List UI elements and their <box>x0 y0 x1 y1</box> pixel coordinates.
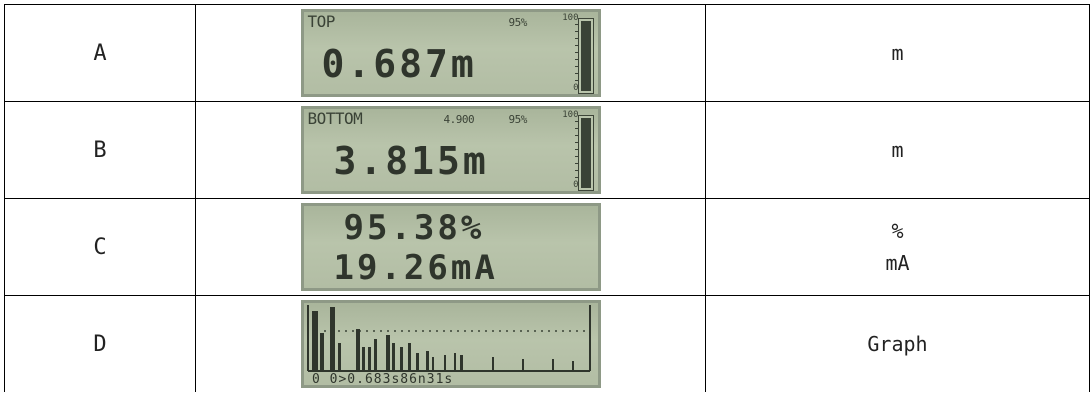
graph-peak <box>415 353 419 371</box>
graph-peak <box>311 311 318 371</box>
row-code: A <box>4 4 196 102</box>
lcd-screen-graph: 0 0>0.683s86n31s <box>300 300 601 388</box>
graph-peak <box>407 343 411 371</box>
graph-peak <box>361 347 365 371</box>
lcd-value: 0.687m <box>321 42 477 86</box>
lcd-cell: 95.38% 19.26mA <box>195 198 706 296</box>
graph-peaks <box>311 307 574 371</box>
lcd-percent: 95% <box>508 113 528 126</box>
graph-peak <box>453 353 456 371</box>
lcd-screen-bottom: BOTTOM 4.900 95% 3.815m 100 0 <box>300 106 601 194</box>
graph-peak <box>425 351 429 371</box>
level-bar <box>577 115 594 191</box>
unit-text: m <box>891 41 904 65</box>
bar-ticks <box>574 24 579 86</box>
unit-cell: % mA <box>705 198 1090 296</box>
row-code: C <box>4 198 196 296</box>
bar-ticks <box>574 121 579 183</box>
unit-cell: m <box>705 4 1090 102</box>
row-code: B <box>4 101 196 199</box>
bar-scale-bottom: 0 <box>573 83 579 93</box>
graph-peak <box>399 347 403 371</box>
graph-peak <box>521 359 524 371</box>
bar-scale-bottom: 0 <box>573 180 579 190</box>
lcd-label: TOP <box>307 12 336 31</box>
table-row: A TOP 95% 0.687m 100 0 m <box>4 4 1090 102</box>
level-bar-fill <box>580 117 591 188</box>
lcd-aux: 4.900 <box>443 113 475 126</box>
lcd-cell: TOP 95% 0.687m 100 0 <box>195 4 706 102</box>
echo-graph: 0 0>0.683s86n31s <box>306 305 591 385</box>
lcd-screen-output: 95.38% 19.26mA <box>300 203 601 291</box>
unit-text: mA <box>885 251 910 275</box>
table-row: D 0 0>0.683s86n31s Graph <box>4 295 1090 392</box>
bar-scale-top: 100 <box>562 110 579 120</box>
graph-peak <box>367 347 371 371</box>
graph-peak <box>385 335 390 371</box>
lcd-cell: 0 0>0.683s86n31s <box>195 295 706 392</box>
lcd-line-current: 19.26mA <box>333 248 498 288</box>
lcd-label: BOTTOM <box>307 109 363 128</box>
table-row: C 95.38% 19.26mA % mA <box>4 198 1090 296</box>
graph-peak <box>373 339 377 371</box>
bar-scale-top: 100 <box>562 13 579 23</box>
unit-text: % <box>891 219 904 243</box>
lcd-line-percent: 95.38% <box>343 208 485 248</box>
graph-peak <box>319 333 324 371</box>
graph-peak <box>551 359 554 371</box>
unit-text: Graph <box>867 332 928 356</box>
level-bar <box>577 18 594 94</box>
graph-peak <box>337 343 341 371</box>
graph-peak <box>431 357 434 371</box>
lcd-value: 3.815m <box>333 139 489 183</box>
graph-peak <box>355 329 360 371</box>
graph-peak <box>459 355 463 371</box>
unit-text: m <box>891 138 904 162</box>
unit-cell: Graph <box>705 295 1090 392</box>
lcd-screen-top: TOP 95% 0.687m 100 0 <box>300 9 601 97</box>
graph-peak <box>391 343 395 371</box>
table-row: B BOTTOM 4.900 95% 3.815m 100 0 m <box>4 101 1090 199</box>
graph-peak <box>443 355 446 371</box>
graph-peak <box>329 307 335 371</box>
graph-footer: 0 0>0.683s86n31s <box>312 372 453 385</box>
lcd-cell: BOTTOM 4.900 95% 3.815m 100 0 <box>195 101 706 199</box>
lcd-display-table: A TOP 95% 0.687m 100 0 m B BOTTOM 4.900 <box>4 4 1090 392</box>
lcd-percent: 95% <box>508 16 528 29</box>
graph-peak <box>571 361 574 371</box>
graph-peak <box>491 357 494 371</box>
unit-cell: m <box>705 101 1090 199</box>
row-code: D <box>4 295 196 392</box>
level-bar-fill <box>580 20 591 91</box>
